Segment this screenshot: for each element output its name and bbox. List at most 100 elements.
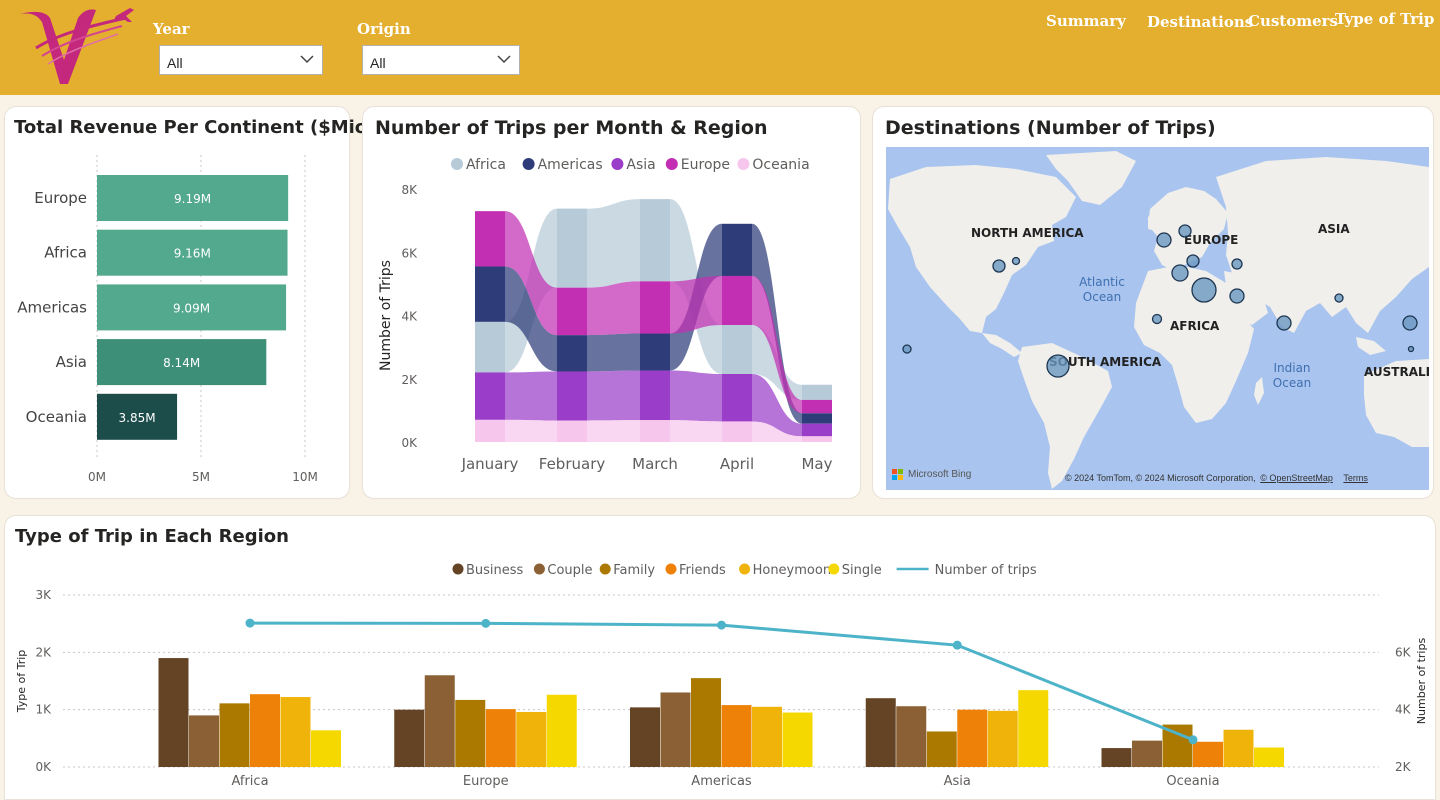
legend-label: Honeymoon (753, 563, 831, 578)
x-tick-label: Americas (691, 774, 752, 789)
nav-summary[interactable]: Summary (1046, 12, 1126, 30)
bar (394, 709, 425, 767)
legend-marker (533, 563, 545, 575)
map-label-north-america: NORTH AMERICA (971, 226, 1084, 240)
trip-type-chart: Business Couple Family Friends Honeymoon Sing… (15, 563, 1428, 789)
bar (987, 710, 1018, 767)
trips-line-point (481, 618, 491, 628)
legend-marker (737, 158, 750, 170)
trips-month-chart: Africa Americas Asia Europe Oceania 0K 2K 4K 6K 8… (378, 157, 833, 473)
map-land-madagascar (1254, 377, 1264, 405)
data-label: 8.14M (163, 356, 200, 370)
x-tick-label: March (632, 455, 678, 473)
map-bubble[interactable] (1151, 313, 1163, 325)
trips-line-point (717, 620, 726, 630)
map-bubble[interactable] (1407, 345, 1415, 353)
y2-tick-label: 6K (1395, 645, 1412, 659)
trips-month-title: Number of Trips per Month & Region (375, 117, 768, 139)
column-segment (722, 275, 752, 325)
column-segment (722, 374, 752, 422)
y-tick-label: 3K (35, 588, 52, 602)
legend-label: Business (466, 563, 524, 578)
bar (1132, 740, 1162, 767)
x-tick-label: February (539, 455, 606, 473)
legend-label: Friends (679, 563, 726, 578)
ribbon-band (752, 374, 802, 437)
ribbon-band (587, 281, 640, 336)
map-bubble[interactable] (1229, 288, 1245, 304)
map-bubble[interactable] (1402, 315, 1418, 331)
header-bar: Year All Origin All Summary Destinations… (0, 0, 1440, 95)
map-land-uk (1148, 209, 1162, 231)
map-bubble[interactable] (1334, 293, 1344, 303)
map-title: Destinations (Number of Trips) (885, 117, 1216, 139)
y-tick-label: 2K (401, 373, 418, 387)
bar (926, 731, 957, 767)
map-bubble[interactable] (1231, 258, 1243, 270)
bar (1193, 741, 1223, 767)
y-tick-label: 2K (35, 645, 52, 659)
y-tick-label: 0K (401, 436, 418, 450)
column-segment (722, 421, 752, 442)
map-bubble[interactable] (1156, 232, 1172, 248)
map-bubble[interactable] (1191, 277, 1217, 303)
ribbon-band (505, 419, 557, 442)
x-tick-label: Europe (463, 774, 509, 789)
company-logo-icon (20, 8, 134, 85)
map-terms-link[interactable]: Terms (1343, 473, 1368, 483)
ribbon-band (587, 370, 640, 421)
y-tick-label: 6K (401, 246, 418, 260)
map-bubble[interactable] (1178, 224, 1192, 238)
bar (1101, 748, 1132, 767)
year-filter-dropdown[interactable]: All (159, 45, 323, 75)
map-bubble[interactable] (992, 259, 1006, 273)
trip-type-card: Type of Trip in Each Region Business Coup… (4, 515, 1436, 800)
map-label-africa: AFRICA (1170, 319, 1220, 333)
revenue-card: Total Revenue Per Continent ($Mio) 0M 5M 1… (4, 106, 375, 499)
ribbon-band (587, 333, 640, 372)
legend-marker (739, 563, 751, 575)
map-osm-link[interactable]: © OpenStreetMap (1260, 473, 1333, 483)
map-bubble[interactable] (1276, 315, 1292, 331)
nav-destinations[interactable]: Destinations (1147, 13, 1254, 31)
ribbon-band (587, 199, 640, 288)
y2-axis-label: Number of trips (1415, 638, 1428, 725)
map-bubble[interactable] (1046, 354, 1070, 378)
data-label: 9.16M (174, 247, 211, 261)
chevron-down-icon (300, 55, 314, 64)
map-bubble[interactable] (902, 344, 912, 354)
revenue-title: Total Revenue Per Continent ($Mio) (14, 117, 376, 138)
map-attribution-text: © 2024 TomTom, © 2024 Microsoft Corporat… (1065, 473, 1256, 483)
origin-filter-value: All (370, 55, 386, 71)
bar (424, 675, 455, 767)
map-bubble[interactable] (1011, 256, 1021, 266)
map-card: Destinations (Number of Trips) NORTH AME… (872, 106, 1434, 499)
ribbon-band (670, 370, 722, 422)
legend-label: Asia (626, 157, 655, 173)
bar (782, 712, 813, 767)
bar (1254, 747, 1284, 767)
bar (280, 697, 311, 767)
bar (1223, 729, 1254, 767)
origin-filter-dropdown[interactable]: All (362, 45, 520, 75)
legend-marker (828, 563, 840, 575)
bar (97, 393, 178, 440)
bar (97, 284, 287, 331)
x-tick-label: Asia (944, 774, 971, 789)
world-map[interactable]: NORTH AMERICA EUROPE ASIA AFRICA SOUTH A… (886, 147, 1429, 490)
bar (219, 703, 250, 767)
nav-customers[interactable]: Customers (1248, 12, 1338, 30)
legend-label: Number of trips (935, 563, 1037, 578)
map-bubble[interactable] (1186, 254, 1200, 268)
map-label-australia: AUSTRALIA (1364, 365, 1429, 379)
legend-marker (452, 563, 464, 575)
column-segment (475, 211, 505, 267)
trips-month-card: Number of Trips per Month & Region Afric… (362, 106, 861, 499)
ribbon-band (505, 371, 557, 421)
category-label: Europe (34, 189, 87, 207)
bar (485, 709, 516, 767)
nav-type-of-trip[interactable]: Type of Trip (1335, 10, 1435, 28)
column-segment (802, 384, 832, 400)
map-bubble[interactable] (1171, 264, 1189, 282)
microsoft-logo-icon (892, 469, 903, 480)
